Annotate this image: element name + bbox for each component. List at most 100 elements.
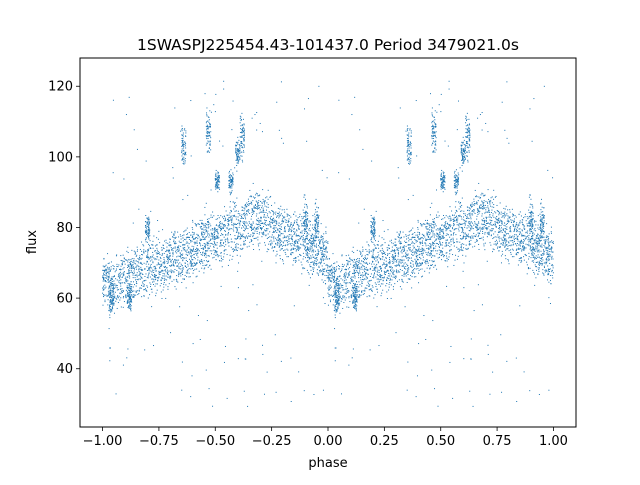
data-point <box>365 272 367 274</box>
data-point <box>233 226 235 228</box>
data-point <box>296 223 298 225</box>
data-point <box>144 275 146 277</box>
data-point <box>550 249 552 251</box>
data-point <box>331 273 333 275</box>
data-point <box>229 220 231 222</box>
data-point <box>545 246 547 248</box>
data-point <box>225 238 227 240</box>
data-point <box>377 269 379 271</box>
data-point <box>214 250 216 252</box>
data-point <box>222 224 224 226</box>
data-point <box>224 224 226 226</box>
data-point <box>206 227 208 229</box>
data-point <box>183 257 185 259</box>
data-point <box>276 239 278 241</box>
data-point <box>214 236 216 238</box>
data-point <box>362 276 364 278</box>
data-point <box>465 248 467 250</box>
data-point <box>258 200 260 202</box>
data-point <box>497 234 499 236</box>
data-point <box>445 252 447 254</box>
data-point <box>310 266 312 268</box>
data-point <box>233 203 235 205</box>
data-point <box>166 262 168 264</box>
data-point <box>549 262 551 264</box>
data-point <box>440 238 442 240</box>
data-point <box>169 245 171 247</box>
data-point <box>328 296 330 298</box>
data-point <box>392 273 394 275</box>
data-point <box>439 241 441 243</box>
data-point <box>283 250 285 252</box>
data-point <box>312 267 314 269</box>
data-point <box>194 262 196 264</box>
data-point <box>390 239 392 241</box>
data-point <box>194 242 196 244</box>
data-point <box>415 260 417 262</box>
data-point <box>258 245 260 247</box>
data-point <box>408 248 410 250</box>
data-point <box>362 257 364 259</box>
data-point <box>253 205 255 207</box>
data-point <box>316 264 317 266</box>
data-point <box>459 249 461 251</box>
data-point <box>517 264 519 266</box>
data-point <box>471 205 473 207</box>
data-point <box>374 294 376 296</box>
data-point <box>522 224 524 226</box>
data-point <box>166 254 168 256</box>
data-point <box>387 229 389 231</box>
data-point <box>147 249 149 251</box>
data-point <box>372 250 374 252</box>
data-point <box>484 219 486 221</box>
data-point <box>388 272 390 274</box>
data-point <box>422 245 424 247</box>
data-point <box>496 241 498 243</box>
data-point <box>458 230 460 232</box>
data-point <box>329 266 331 268</box>
data-point <box>547 239 549 241</box>
data-point <box>249 226 251 228</box>
data-point <box>277 229 279 231</box>
data-point <box>151 278 153 280</box>
data-point <box>196 233 198 235</box>
data-point <box>168 244 170 246</box>
data-point <box>313 261 315 263</box>
data-point <box>393 260 395 262</box>
data-point <box>431 236 433 238</box>
data-point <box>136 276 138 278</box>
data-point <box>448 256 450 258</box>
data-point <box>172 253 174 255</box>
data-point <box>131 284 133 286</box>
data-point <box>379 285 381 287</box>
data-point <box>196 237 198 238</box>
data-point <box>484 212 486 214</box>
data-point <box>217 230 219 232</box>
data-point <box>531 260 533 262</box>
data-point <box>549 251 551 253</box>
data-point <box>311 244 313 246</box>
data-point <box>520 231 522 233</box>
data-point <box>524 253 526 255</box>
data-point <box>477 236 479 238</box>
data-point <box>420 238 422 240</box>
data-point <box>167 258 169 260</box>
data-point <box>251 225 253 227</box>
data-point <box>316 272 318 274</box>
data-point <box>287 225 289 227</box>
data-point <box>373 248 375 250</box>
data-point <box>415 252 417 254</box>
data-point <box>321 246 323 248</box>
data-point <box>364 255 366 257</box>
data-point <box>109 317 111 319</box>
data-point <box>245 206 247 208</box>
data-point <box>440 250 442 252</box>
data-point <box>209 239 211 241</box>
data-point <box>308 248 310 250</box>
data-point <box>271 222 273 224</box>
data-point <box>256 224 258 226</box>
data-point <box>468 229 470 231</box>
data-point <box>163 266 165 268</box>
data-point <box>200 225 202 227</box>
data-point <box>488 198 490 200</box>
